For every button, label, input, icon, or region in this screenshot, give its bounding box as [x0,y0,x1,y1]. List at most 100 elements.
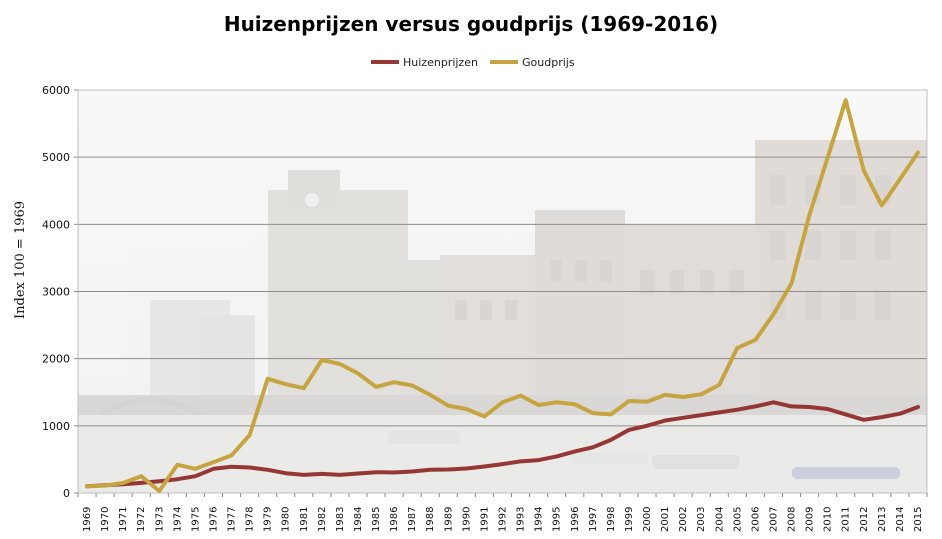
data-point [410,470,414,474]
data-point [627,399,631,403]
data-point [338,473,342,477]
data-point [681,416,685,420]
data-point [916,150,920,154]
data-point [844,412,848,416]
x-tick-label: 1978 [245,507,256,532]
series-goudprijs [85,98,920,493]
data-point [555,400,559,404]
data-point [139,481,143,485]
data-point [681,395,685,399]
x-tick-label: 1993 [516,507,527,532]
data-point [374,385,378,389]
x-tick-label: 1972 [136,507,147,532]
data-point [302,386,306,390]
data-point [880,415,884,419]
x-tick-label: 1976 [208,507,219,532]
x-tick-label: 1973 [154,507,165,532]
data-point [428,468,432,472]
x-tick-label: 2007 [768,507,779,532]
data-point [826,156,830,160]
data-point [266,468,270,472]
data-point [573,449,577,453]
data-point [699,413,703,417]
data-point [771,312,775,316]
data-point [157,489,161,493]
data-point [573,402,577,406]
legend-label-goudprijs: Goudprijs [522,56,575,69]
data-point [356,371,360,375]
y-tick-label: 2000 [42,353,70,366]
x-tick-label: 1980 [281,507,292,532]
data-point [898,412,902,416]
x-tick-label: 2005 [732,507,743,532]
data-point [230,453,234,457]
x-tick-label: 1998 [606,507,617,532]
y-tick-label: 1000 [42,420,70,433]
x-tick-label: 1996 [570,507,581,532]
x-tick-label: 2002 [678,507,689,532]
data-point [193,467,197,471]
data-point [501,400,504,404]
data-point [645,400,649,404]
x-tick-label: 2013 [877,507,888,532]
data-point [663,393,667,397]
data-point [591,445,595,449]
x-tick-label: 1988 [425,507,436,532]
x-tick-label: 2011 [841,507,852,532]
data-point [826,407,830,411]
legend: Huizenprijzen Goudprijs [371,56,575,69]
x-tick-label: 1997 [588,507,599,532]
x-tick-label: 1981 [299,507,310,532]
y-tick-label: 6000 [42,84,70,97]
data-point [609,438,613,442]
data-point [519,459,523,463]
x-tick-label: 2006 [750,507,761,532]
data-point [862,418,866,422]
x-tick-label: 1986 [389,507,400,532]
x-tick-label: 1979 [263,507,274,532]
data-point [248,465,252,469]
x-tick-label: 1970 [100,507,111,532]
data-point [790,281,794,285]
data-point [446,467,450,471]
data-point [248,433,252,437]
data-point [663,418,667,422]
x-tick-label: 2012 [859,507,870,532]
data-point [771,400,775,404]
x-tick-label: 2014 [895,507,906,532]
data-point [482,414,486,418]
data-point [753,338,757,342]
x-tick-label: 2009 [805,507,816,532]
chart-title: Huizenprijzen versus goudprijs (1969-201… [223,12,719,36]
data-point [230,465,234,469]
x-tick-label: 1984 [353,507,364,532]
x-tick-label: 1999 [624,507,635,532]
data-point [284,382,288,386]
x-axis: 1969 1970 1971 1972 1973 1974 1975 1976 1977 1978… [77,493,928,532]
data-point [211,460,215,464]
data-point [844,98,848,102]
data-point [717,383,721,387]
x-tick-label: 1989 [443,507,454,532]
x-tick-label: 1983 [335,507,346,532]
data-point [609,412,613,416]
x-tick-label: 1982 [317,507,328,532]
data-point [320,472,324,476]
y-tick-label: 3000 [42,286,70,299]
data-point [193,474,197,478]
data-point [85,484,89,488]
x-tick-label: 2003 [696,507,707,532]
data-point [121,481,125,485]
data-point [808,405,812,409]
data-point [428,393,432,397]
x-tick-label: 1974 [172,507,183,532]
x-tick-label: 1987 [407,507,418,532]
data-point [735,346,739,350]
x-tick-label: 1971 [118,507,129,532]
data-point [717,410,721,414]
data-point [645,424,649,428]
data-point [320,358,324,362]
data-point [175,477,179,481]
data-point [464,407,468,411]
x-tick-label: 1992 [498,507,509,532]
